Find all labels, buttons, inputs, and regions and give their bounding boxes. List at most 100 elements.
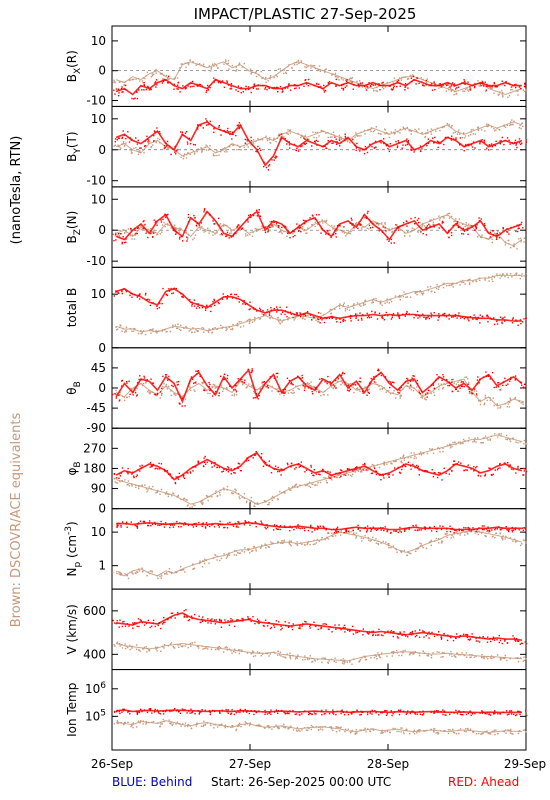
data-point: [368, 315, 370, 317]
data-point: [507, 400, 509, 403]
data-point: [491, 238, 493, 240]
data-point: [418, 474, 420, 476]
data-point: [153, 130, 156, 132]
data-point: [506, 642, 509, 644]
data-point: [353, 384, 355, 386]
data-point: [296, 544, 299, 546]
data-point: [339, 145, 341, 147]
data-point: [358, 660, 360, 662]
data-point: [192, 564, 194, 566]
data-point: [521, 321, 524, 323]
data-point: [178, 229, 180, 232]
data-point: [173, 524, 175, 526]
data-point: [222, 148, 224, 150]
data-point: [479, 143, 481, 145]
data-point: [319, 221, 321, 223]
data-point: [501, 528, 503, 530]
data-point: [448, 217, 451, 219]
data-point: [137, 294, 139, 296]
data-point: [487, 374, 490, 376]
data-point: [133, 475, 135, 477]
data-point: [226, 647, 228, 649]
data-point: [393, 131, 395, 134]
data-point: [163, 383, 165, 385]
data-point: [236, 525, 238, 527]
data-point: [287, 392, 290, 394]
data-point: [197, 124, 199, 126]
data-point: [507, 403, 510, 405]
data-point: [386, 143, 389, 146]
data-point: [351, 526, 353, 529]
data-point: [378, 655, 380, 657]
data-point: [125, 238, 127, 240]
data-point: [209, 145, 211, 147]
data-point: [368, 633, 370, 635]
data-point: [489, 438, 491, 440]
data-point: [276, 317, 279, 319]
data-point: [489, 399, 491, 402]
data-point: [147, 236, 149, 239]
data-point: [442, 447, 444, 450]
data-point: [366, 466, 369, 469]
data-point: [226, 527, 229, 529]
data-point: [265, 314, 267, 316]
data-point: [126, 521, 128, 523]
data-point: [275, 140, 277, 143]
data-point: [202, 63, 205, 65]
data-point: [177, 478, 180, 480]
data-point: [368, 631, 371, 633]
data-point: [504, 403, 507, 405]
data-point: [304, 385, 306, 388]
data-point: [446, 530, 448, 533]
data-point: [231, 652, 233, 654]
data-point: [415, 524, 417, 526]
data-point: [201, 620, 204, 622]
data-point: [517, 225, 520, 227]
data-point: [341, 231, 344, 233]
data-point: [500, 406, 502, 408]
data-point: [398, 141, 400, 144]
data-point: [135, 233, 137, 235]
data-point: [349, 659, 351, 662]
data-point: [432, 223, 434, 225]
data-point: [164, 216, 167, 218]
data-point: [251, 368, 253, 370]
data-point: [491, 241, 493, 244]
data-point: [197, 124, 200, 126]
data-point: [296, 63, 298, 66]
data-point: [506, 124, 508, 126]
data-point: [176, 88, 178, 90]
data-point: [222, 378, 225, 381]
data-point: [284, 656, 286, 658]
data-point: [275, 156, 278, 158]
data-point: [238, 552, 240, 554]
data-point: [423, 452, 425, 455]
data-point: [175, 151, 177, 153]
data-point: [367, 536, 369, 539]
data-point: [412, 651, 414, 653]
data-point: [499, 407, 501, 409]
data-point: [337, 380, 339, 383]
data-point: [231, 138, 233, 140]
series-line-ahead: [115, 287, 522, 322]
data-point: [236, 324, 238, 327]
data-point: [469, 134, 472, 136]
data-point: [163, 74, 165, 77]
data-point: [139, 650, 141, 652]
data-point: [154, 82, 156, 84]
data-point: [222, 487, 225, 489]
data-point: [517, 324, 519, 326]
data-point: [301, 380, 303, 382]
data-point: [344, 79, 347, 81]
data-point: [433, 218, 435, 220]
data-point: [272, 542, 274, 544]
data-point: [421, 294, 424, 296]
data-point: [295, 149, 298, 152]
data-point: [290, 544, 292, 547]
data-point: [230, 328, 232, 330]
data-point: [318, 473, 320, 475]
data-point: [309, 627, 311, 629]
data-point: [450, 215, 453, 218]
data-point: [161, 329, 164, 331]
